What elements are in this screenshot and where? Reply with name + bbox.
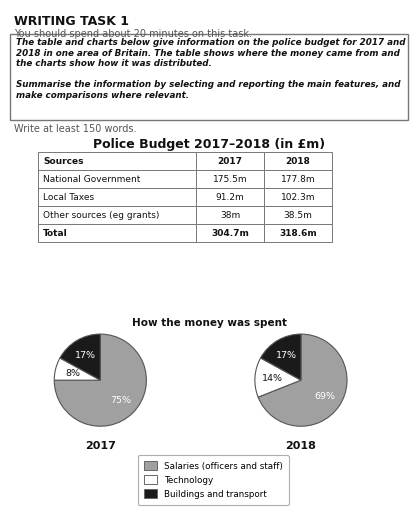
Text: National Government: National Government: [43, 175, 140, 183]
Text: Sources: Sources: [43, 157, 84, 165]
Text: Total: Total: [43, 228, 68, 238]
Wedge shape: [54, 334, 146, 426]
Wedge shape: [54, 358, 100, 380]
Text: 91.2m: 91.2m: [216, 193, 245, 202]
Text: 38.5m: 38.5m: [283, 210, 312, 220]
Bar: [196, 224, 264, 242]
Bar: [264, 170, 332, 188]
Bar: [196, 188, 264, 206]
Bar: [264, 152, 332, 170]
Text: Police Budget 2017–2018 (in £m): Police Budget 2017–2018 (in £m): [93, 138, 325, 151]
Bar: [38, 152, 196, 170]
Bar: [38, 188, 196, 206]
Text: the charts show how it was distributed.: the charts show how it was distributed.: [16, 59, 212, 68]
Text: WRITING TASK 1: WRITING TASK 1: [14, 15, 129, 28]
Text: 2018 in one area of Britain. The table shows where the money came from and: 2018 in one area of Britain. The table s…: [16, 49, 400, 57]
Text: 14%: 14%: [262, 374, 283, 383]
Bar: [264, 224, 332, 242]
Text: 75%: 75%: [110, 396, 131, 405]
Text: 69%: 69%: [314, 392, 335, 401]
Text: 8%: 8%: [65, 369, 80, 377]
Text: 102.3m: 102.3m: [281, 193, 315, 202]
Text: 2018: 2018: [285, 441, 316, 452]
Legend: Salaries (officers and staff), Technology, Buildings and transport: Salaries (officers and staff), Technolog…: [138, 455, 289, 505]
Wedge shape: [258, 334, 347, 426]
Bar: [38, 206, 196, 224]
Text: 175.5m: 175.5m: [213, 175, 247, 183]
Text: 2017: 2017: [217, 157, 242, 165]
Text: Other sources (eg grants): Other sources (eg grants): [43, 210, 159, 220]
Bar: [196, 152, 264, 170]
Text: You should spend about 20 minutes on this task.: You should spend about 20 minutes on thi…: [14, 29, 252, 39]
Text: Local Taxes: Local Taxes: [43, 193, 94, 202]
Text: The table and charts below give information on the police budget for 2017 and: The table and charts below give informat…: [16, 38, 405, 47]
Wedge shape: [255, 358, 301, 397]
Bar: [10, 34, 408, 120]
Text: Summarise the information by selecting and reporting the main features, and: Summarise the information by selecting a…: [16, 80, 400, 89]
Text: 17%: 17%: [75, 351, 96, 360]
Bar: [38, 170, 196, 188]
Wedge shape: [260, 334, 301, 380]
Bar: [264, 206, 332, 224]
Bar: [264, 188, 332, 206]
Text: 38m: 38m: [220, 210, 240, 220]
Text: 304.7m: 304.7m: [211, 228, 249, 238]
Text: How the money was spent: How the money was spent: [132, 318, 286, 329]
Text: 2018: 2018: [285, 157, 311, 165]
Text: 17%: 17%: [276, 351, 297, 360]
Wedge shape: [60, 334, 100, 380]
Bar: [196, 206, 264, 224]
Text: 2017: 2017: [85, 441, 116, 452]
Text: Write at least 150 words.: Write at least 150 words.: [14, 124, 137, 134]
Text: 318.6m: 318.6m: [279, 228, 317, 238]
Bar: [38, 224, 196, 242]
Text: make comparisons where relevant.: make comparisons where relevant.: [16, 91, 189, 99]
Bar: [196, 170, 264, 188]
Text: 177.8m: 177.8m: [281, 175, 315, 183]
